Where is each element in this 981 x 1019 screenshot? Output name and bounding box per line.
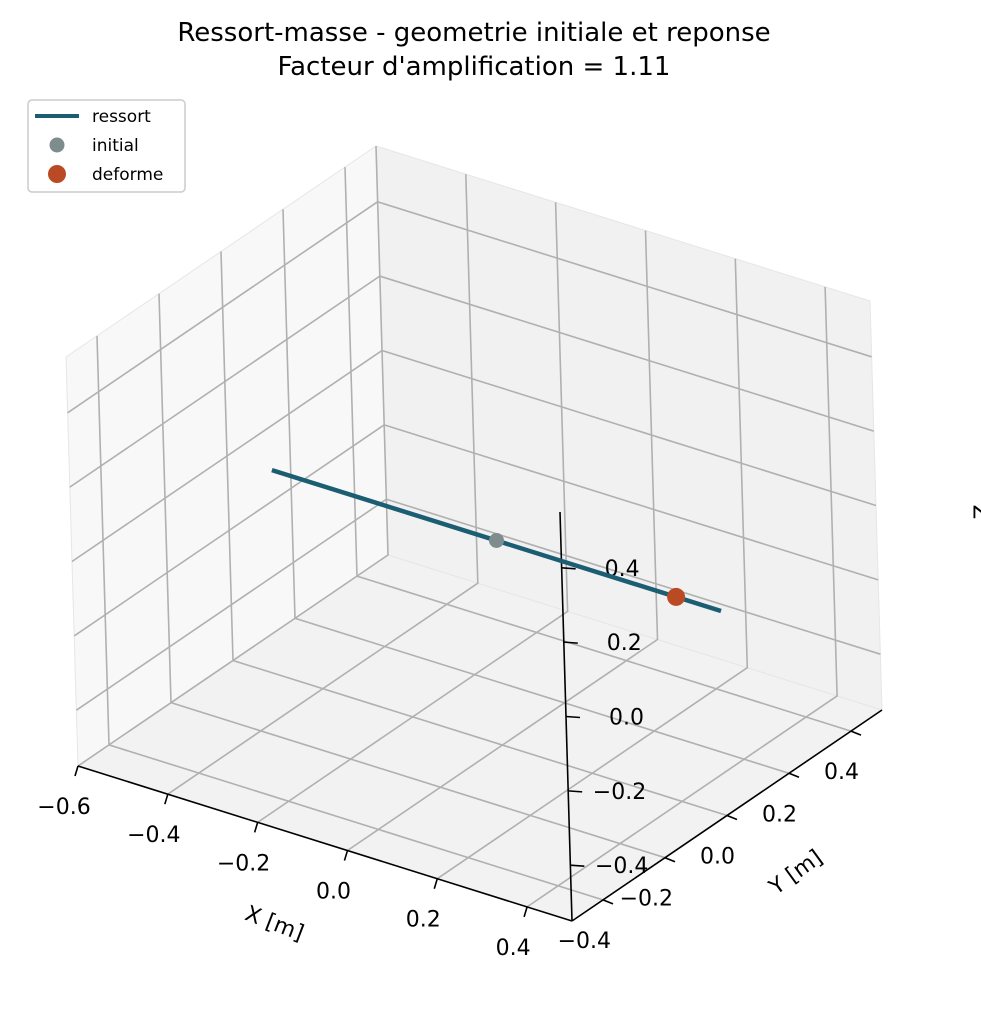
y-tick — [726, 814, 738, 821]
point-initial — [489, 533, 504, 548]
y-axis-label: Y [m] — [764, 845, 827, 901]
grid-x — [77, 145, 389, 767]
z-tick-label: −0.4 — [595, 854, 648, 879]
z-tick — [568, 790, 583, 793]
x-tick-label: 0.4 — [496, 936, 531, 961]
grid-z — [67, 200, 872, 414]
x-tick — [253, 822, 259, 833]
legend-swatch-initial — [49, 137, 65, 153]
x-tick — [433, 878, 439, 889]
axis-lines: −0.6 −0.4 −0.2 0.0 0.2 0.4 −0.4 −0.2 0.0 0.2 0.4 −0… — [37, 511, 883, 961]
x-tick — [164, 793, 169, 805]
grid-x — [167, 174, 479, 795]
x-axis-line — [77, 765, 573, 922]
z-tick — [565, 715, 581, 719]
grid-z — [75, 498, 881, 711]
y-tick-label: 0.4 — [824, 760, 859, 785]
z-tick-label: 0.0 — [609, 706, 644, 731]
x-axis-label: X [m] — [242, 901, 308, 946]
grid-x — [257, 202, 569, 824]
z-tick-label: 0.2 — [607, 631, 642, 656]
x-tick — [74, 765, 79, 777]
legend-swatch-deforme — [48, 165, 66, 183]
y-tick-label: −0.2 — [620, 887, 673, 912]
chart-subtitle: Facteur d'amplification = 1.11 — [278, 52, 671, 82]
z-tick-label: −0.2 — [593, 780, 646, 805]
x-tick-label: −0.2 — [217, 851, 270, 876]
grid-x — [526, 286, 838, 908]
grid-z — [73, 424, 879, 637]
x-tick — [343, 850, 349, 861]
legend: ressort initial deforme — [27, 99, 186, 193]
grid-y — [158, 293, 666, 859]
legend-label-initial: initial — [92, 136, 139, 156]
z-tick — [561, 566, 576, 570]
legend-frame — [27, 99, 186, 193]
legend-label-deforme: deforme — [92, 165, 163, 185]
z-axis-label: Z — [971, 504, 981, 519]
x-tick-label: −0.4 — [127, 823, 180, 848]
z-tick — [563, 641, 578, 644]
grid-x — [347, 230, 659, 852]
y-tick-label: 0.0 — [700, 845, 735, 870]
grid-x — [436, 258, 749, 880]
y-tick — [850, 730, 862, 736]
y-tick — [664, 856, 676, 863]
legend-label-ressort: ressort — [92, 107, 151, 127]
x-tick-label: 0.0 — [316, 880, 351, 905]
grid-y — [96, 335, 604, 901]
data-marks — [271, 467, 722, 614]
grid-y — [344, 167, 852, 732]
y-tick — [788, 772, 800, 779]
grid-z — [69, 275, 875, 488]
grid-y — [220, 251, 728, 817]
grid-lines — [67, 145, 881, 908]
y-tick-label: 0.2 — [762, 802, 797, 827]
y-tick-label: −0.4 — [558, 929, 611, 954]
x-tick — [523, 906, 528, 918]
point-deforme — [667, 587, 686, 606]
chart-title: Ressort-masse - geometrie initiale et re… — [177, 18, 770, 48]
y-tick — [602, 899, 614, 905]
x-tick-label: 0.2 — [406, 908, 441, 933]
x-tick-label: −0.6 — [37, 795, 90, 820]
grid-z — [71, 349, 877, 563]
z-tick — [570, 864, 585, 868]
grid-y — [282, 209, 790, 775]
